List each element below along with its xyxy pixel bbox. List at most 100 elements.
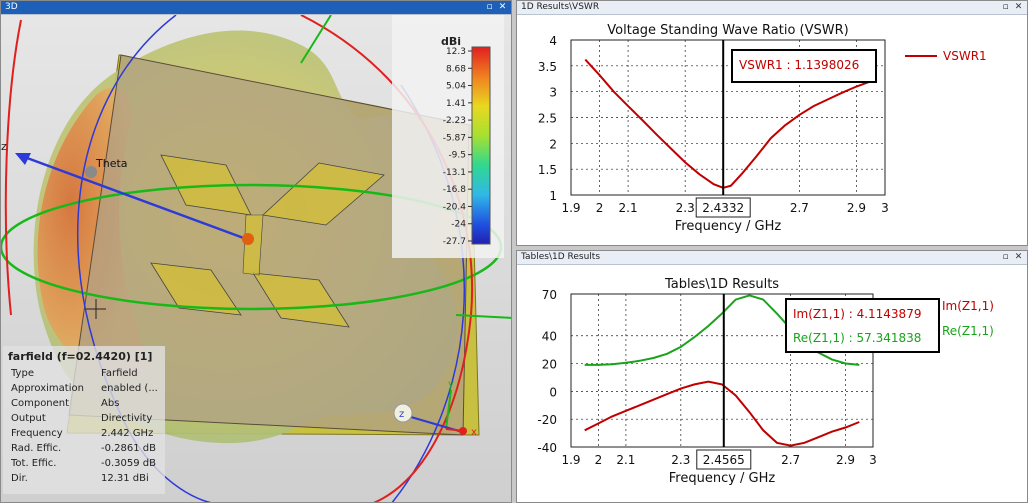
colorbar-unit: dBi	[441, 35, 461, 48]
info-heading: farfield (f=02.4420) [1]	[8, 350, 153, 363]
series-line-vswr1	[584, 58, 872, 189]
info-value: 2.442 GHz	[101, 428, 154, 439]
vswr-titlebar[interactable]: 1D Results\VSWR ▫ ✕	[517, 1, 1027, 15]
restore-icon[interactable]: ▫	[1002, 2, 1009, 12]
green-arc	[300, 15, 332, 64]
y-tick-label: 0	[549, 385, 557, 399]
x-tick-label: 2	[595, 453, 603, 467]
colorbar-tick-label: 12.3	[446, 47, 466, 57]
farfield-info-overlay: farfield (f=02.4420) [1] Type Farfield App…	[3, 346, 165, 494]
restore-icon[interactable]: ▫	[1002, 252, 1009, 262]
colorbar-tick-label: -2.23	[443, 116, 466, 126]
colorbar-tick-label: -13.1	[443, 168, 466, 178]
info-row: Component Abs	[3, 396, 165, 411]
z-axis-label: z	[1, 140, 7, 153]
close-icon[interactable]: ✕	[1014, 2, 1023, 12]
chart-title: Voltage Standing Wave Ratio (VSWR)	[607, 23, 848, 38]
colorbar-tick-label: -20.4	[443, 202, 467, 212]
info-value: Abs	[101, 398, 120, 409]
legend-entry: Im(Z1,1)	[942, 299, 994, 313]
y-tick-label: 2	[549, 137, 557, 151]
theta-label: Theta	[95, 157, 128, 170]
farfield-3d-panel[interactable]: 3D ▫ ✕	[0, 0, 512, 503]
colorbar-ticks: 12.3 8.68 5.04 1.41 -2.23 -5.87 -9.5 -13.1 -16.8…	[443, 47, 472, 247]
origin-marker[interactable]	[242, 233, 254, 245]
colorbar-gradient	[471, 46, 491, 245]
chart-title: Tables\1D Results	[664, 277, 779, 292]
y-tick-label: -40	[537, 441, 557, 455]
y-tick-label: 1	[549, 189, 557, 203]
annotation-text: Im(Z1,1) : 4.1143879	[793, 307, 921, 321]
y-tick-label: 3	[549, 86, 557, 100]
y-tick-label: 3.5	[538, 60, 557, 74]
info-key: Output	[11, 413, 46, 424]
colorbar-tick-label: -24	[451, 220, 466, 230]
x-tick-label: 2.3	[671, 453, 690, 467]
arrow-head-icon	[15, 153, 31, 165]
farfield-3d-scene[interactable]: z Theta y z x dBi 12.3 8.68 5.04 1.41 -2.23 -…	[1, 15, 512, 503]
patch-element	[150, 262, 242, 316]
vswr-chart[interactable]: Voltage Standing Wave Ratio (VSWR) 1.9 2 2.…	[517, 15, 1027, 245]
info-key: Approximation	[11, 383, 84, 394]
info-row: Rad. Effic. -0.2861 dB	[3, 441, 165, 456]
info-key: Tot. Effic.	[11, 458, 57, 469]
y-tick-label: 1.5	[538, 163, 557, 177]
info-value: 12.31 dBi	[101, 473, 149, 484]
close-icon[interactable]: ✕	[498, 2, 507, 12]
x-tick-label: 2.9	[847, 201, 866, 215]
x-tick-label: 2.3	[676, 201, 695, 215]
x-tick-label: 3	[869, 453, 877, 467]
red-ring	[4, 19, 22, 316]
green-arc	[455, 314, 511, 319]
colorbar-tick-label: -16.8	[443, 185, 467, 195]
y-tick-label: 2.5	[538, 112, 557, 126]
triad-y-label: y	[448, 379, 454, 390]
y-tick-label: -20	[537, 413, 557, 427]
info-key: Frequency	[11, 428, 63, 439]
y-tick-label: 4	[549, 34, 557, 48]
y-tick-label: 40	[542, 330, 557, 344]
info-value: enabled (...	[101, 383, 158, 394]
triad-z-label: z	[399, 409, 404, 420]
close-icon[interactable]: ✕	[1014, 252, 1023, 262]
farfield-3d-titlebar[interactable]: 3D ▫ ✕	[1, 1, 511, 15]
info-row: Frequency 2.442 GHz	[3, 426, 165, 441]
vswr-panel[interactable]: 1D Results\VSWR ▫ ✕ Voltage Standing Wav…	[516, 0, 1028, 246]
legend-entry: VSWR1	[943, 49, 987, 63]
colorbar-tick-label: 1.41	[446, 99, 466, 109]
info-key: Dir.	[11, 473, 28, 484]
patch-element	[262, 162, 385, 226]
annotation-text: VSWR1 : 1.1398026	[739, 58, 859, 72]
info-row: Approximation enabled (...	[3, 381, 165, 396]
legend-entry: Re(Z1,1)	[942, 324, 994, 338]
theta-marker[interactable]	[85, 166, 97, 178]
marker-value-label: 2.4565	[703, 453, 745, 467]
tables-panel[interactable]: Tables\1D Results ▫ ✕ Tables\1D Results 1…	[516, 250, 1028, 503]
info-value: Directivity	[101, 413, 153, 424]
patch-element	[252, 272, 350, 328]
info-value: -0.2861 dB	[101, 443, 156, 454]
x-tick-label: 2.7	[781, 453, 800, 467]
x-tick-label: 2.7	[790, 201, 809, 215]
x-tick-label: 3	[881, 201, 889, 215]
axis-triad[interactable]: y z x	[393, 379, 477, 438]
triad-x-label: x	[471, 427, 477, 438]
x-tick-label: 1.9	[561, 201, 580, 215]
x-tick-label: 2.9	[836, 453, 855, 467]
panel-title: 1D Results\VSWR	[521, 2, 600, 12]
restore-icon[interactable]: ▫	[486, 2, 493, 12]
colorbar-tick-label: -9.5	[448, 151, 466, 161]
colorbar-tick-label: -5.87	[443, 133, 466, 143]
impedance-chart[interactable]: Tables\1D Results 1.9 2 2.1 2.3 2.7 2.9 3 70 40 20…	[517, 265, 1027, 503]
y-tick-label: 20	[542, 358, 557, 372]
tables-titlebar[interactable]: Tables\1D Results ▫ ✕	[517, 251, 1027, 265]
info-row: Type Farfield	[3, 366, 165, 381]
x-axis-label: Frequency / GHz	[669, 471, 776, 486]
info-key: Rad. Effic.	[11, 443, 62, 454]
phi-circle	[77, 15, 212, 502]
colorbar-tick-label: -27.7	[443, 237, 466, 247]
annotation-box	[731, 49, 877, 83]
colorbar-tick-label: 5.04	[446, 82, 466, 92]
marker-value-box	[695, 197, 751, 218]
x-axis-label: Frequency / GHz	[675, 219, 782, 234]
